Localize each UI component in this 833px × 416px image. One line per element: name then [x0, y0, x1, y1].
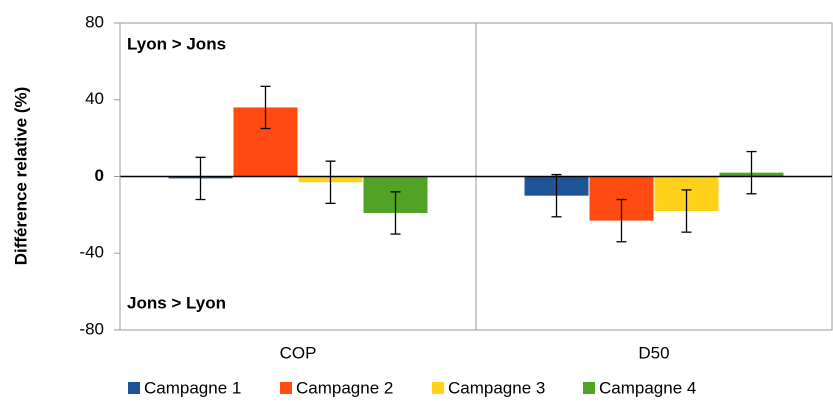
annotation: Jons > Lyon: [127, 293, 226, 312]
error-bar: [195, 156, 206, 201]
y-axis-label: Différence relative (%): [11, 87, 30, 266]
error-bar: [260, 85, 271, 130]
error-bar: [551, 173, 562, 218]
legend-label: Campagne 2: [296, 378, 393, 397]
legend-swatch: [128, 382, 140, 394]
legend-swatch: [280, 382, 292, 394]
error-bar: [325, 160, 336, 205]
annotation: Lyon > Jons: [127, 34, 226, 53]
error-bar: [616, 198, 627, 243]
error-bar: [390, 191, 401, 235]
legend-label: Campagne 4: [599, 378, 696, 397]
y-tick-label: -80: [79, 319, 104, 338]
legend-label: Campagne 1: [144, 378, 241, 397]
legend-label: Campagne 3: [448, 378, 545, 397]
error-bar: [681, 189, 692, 233]
legend-swatch: [432, 382, 444, 394]
x-tick-label: COP: [280, 343, 317, 362]
y-tick-label: -40: [79, 243, 104, 262]
y-tick-label: 0: [95, 166, 104, 185]
y-tick-label: 80: [85, 12, 104, 31]
x-tick-label: D50: [638, 343, 669, 362]
error-bar: [746, 150, 757, 195]
legend-swatch: [583, 382, 595, 394]
y-tick-label: 40: [85, 89, 104, 108]
